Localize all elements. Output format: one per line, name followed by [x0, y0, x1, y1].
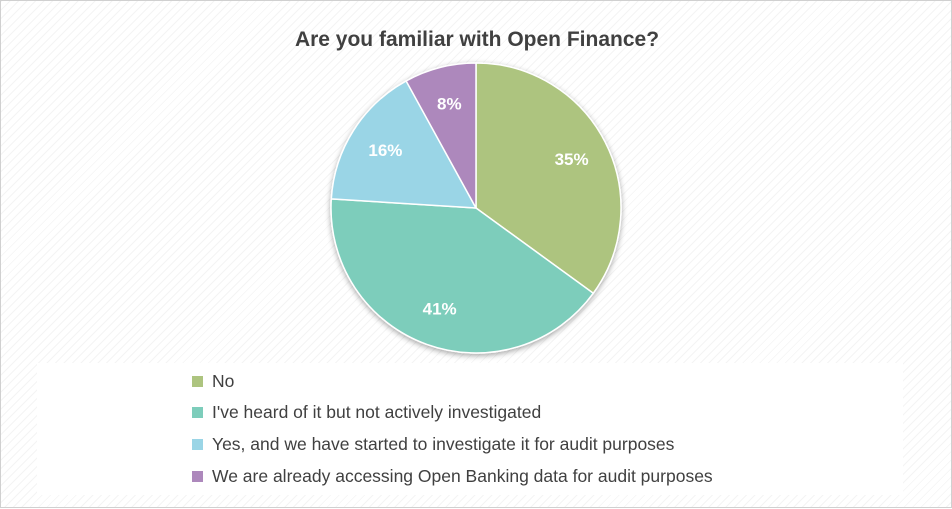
pie-slice-heard: [330, 198, 595, 354]
legend-swatch: [192, 438, 203, 450]
legend-swatch: [192, 406, 203, 418]
legend-item-investigating: Yes, and we have started to investigate …: [192, 432, 674, 456]
data-label: 8%: [437, 95, 462, 114]
legend-item-no: No: [192, 369, 234, 393]
legend-label: Yes, and we have started to investigate …: [212, 433, 675, 454]
pie-slice-accessing: [405, 62, 477, 209]
pie-slice-no: [475, 62, 622, 295]
legend-label: We are already accessing Open Banking da…: [212, 465, 713, 486]
legend: No I've heard of it but not actively inv…: [37, 363, 903, 495]
legend-swatch: [192, 375, 203, 387]
chart-title: Are you familiar with Open Finance?: [294, 28, 660, 51]
data-label: 16%: [368, 141, 402, 160]
data-label: 41%: [423, 299, 457, 318]
legend-label: I've heard of it but not actively invest…: [212, 401, 542, 422]
legend-item-accessing: We are already accessing Open Banking da…: [192, 464, 713, 488]
legend-swatch: [192, 470, 203, 482]
legend-label: No: [212, 370, 235, 391]
legend-item-heard: I've heard of it but not actively invest…: [192, 400, 541, 424]
data-label: 35%: [555, 150, 589, 169]
pie-slice-investigating: [330, 79, 478, 209]
